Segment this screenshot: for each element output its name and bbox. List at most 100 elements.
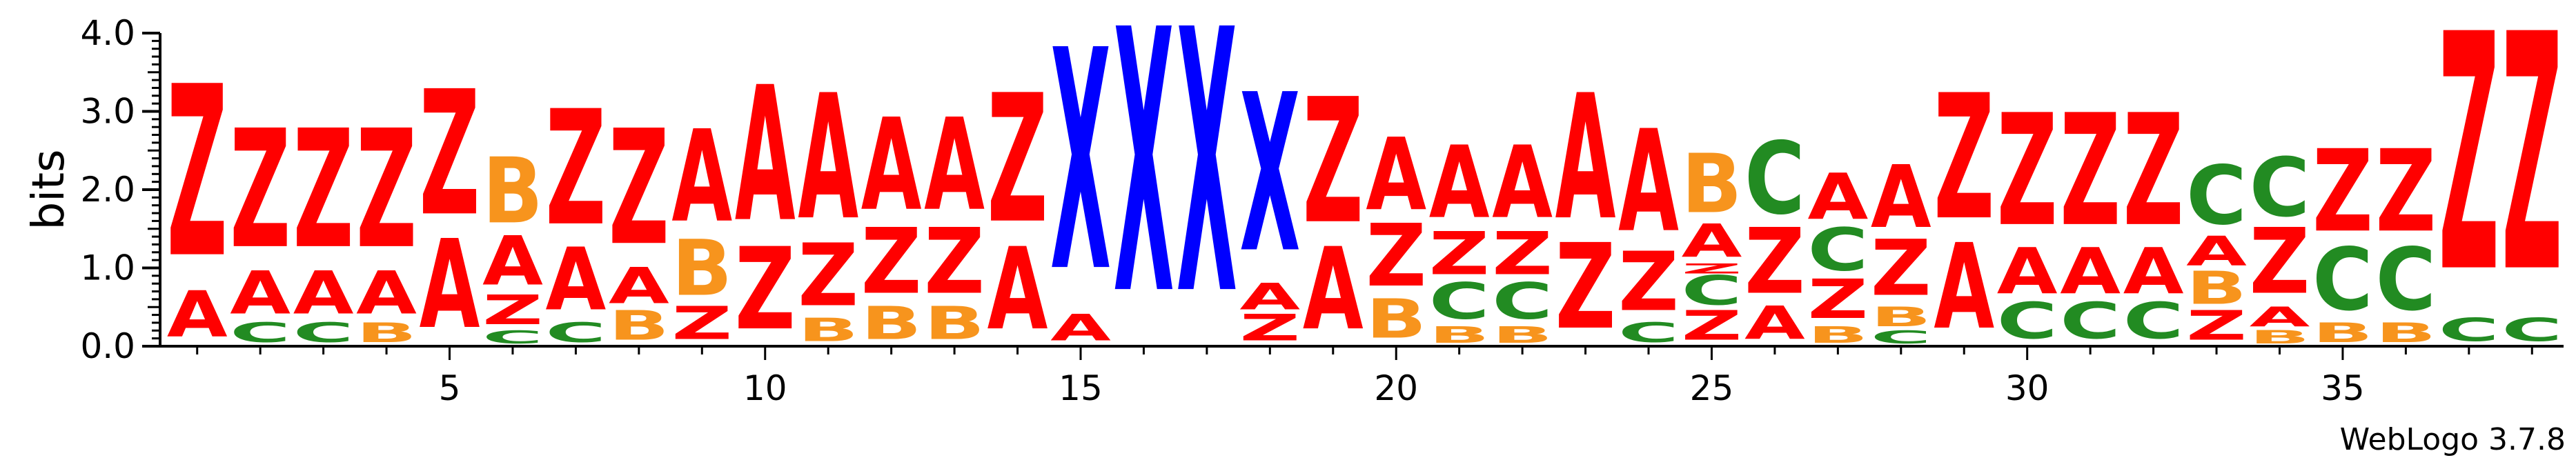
logo-glyph-z: Z <box>1682 261 1742 277</box>
logo-glyph-a: A <box>293 259 354 327</box>
logo-glyph-z: Z <box>1934 59 1994 259</box>
logo-glyph-z: Z <box>1366 206 1426 306</box>
logo-glyph-b: B <box>356 317 417 349</box>
logo-glyph-z: Z <box>671 297 732 350</box>
logo-glyph-b: B <box>1492 321 1553 348</box>
logo-glyph-a: A <box>671 103 732 250</box>
logo-glyph-z: Z <box>230 96 291 285</box>
logo-glyph-z: Z <box>293 96 354 285</box>
logo-glyph-a: A <box>1682 215 1742 268</box>
logo-glyph-z: Z <box>861 209 922 314</box>
logo-glyph-a: A <box>1492 125 1553 241</box>
y-axis-label: bits <box>23 150 75 230</box>
logo-glyph-a: A <box>1934 219 1994 356</box>
logo-glyph-a: A <box>861 91 922 239</box>
logo-glyph-c: C <box>293 317 354 348</box>
logo-glyph-b: B <box>671 223 732 313</box>
logo-glyph-z: Z <box>1871 224 1931 313</box>
y-tick-label: 0.0 <box>80 326 135 366</box>
logo-glyph-a: A <box>924 91 985 239</box>
logo-glyph-z: Z <box>2250 209 2310 314</box>
logo-glyph-a: A <box>735 48 796 263</box>
logo-glyph-a: A <box>2123 235 2184 309</box>
logo-glyph-z: Z <box>546 77 607 261</box>
logo-glyph-b: B <box>1429 321 1490 348</box>
y-tick-label: 4.0 <box>80 13 135 53</box>
logo-glyph-b: B <box>1871 301 1931 333</box>
logo-glyph-b: B <box>2312 317 2373 349</box>
logo-glyph-a: A <box>2250 301 2310 333</box>
logo-glyph-z: Z <box>735 223 796 355</box>
y-tick-label: 1.0 <box>80 248 135 288</box>
axes <box>142 32 2564 360</box>
logo-glyph-c: C <box>1682 267 1742 314</box>
x-tick-label: 35 <box>2321 368 2365 408</box>
logo-glyph-a: A <box>356 259 417 327</box>
logo-glyph-a: A <box>609 258 669 315</box>
logo-glyph-a: A <box>1303 224 1364 356</box>
logo-glyph-x: X <box>1114 0 1174 374</box>
logo-glyph-z: Z <box>987 57 1048 263</box>
logo-glyph-x: X <box>1050 0 1111 339</box>
logo-glyph-a: A <box>2060 235 2121 309</box>
logo-glyph-c: C <box>1618 317 1679 348</box>
logo-glyph-c: C <box>1807 217 1868 284</box>
logo-glyph-z: Z <box>1618 235 1679 330</box>
logo-glyph-c: C <box>230 317 291 348</box>
logo-glyph-c: C <box>2439 312 2499 349</box>
logo-glyph-z: Z <box>1997 83 2058 261</box>
logo-glyph-z: Z <box>1682 303 1742 350</box>
logo-glyph-z: Z <box>2501 0 2562 345</box>
logo-glyph-b: B <box>1807 321 1868 348</box>
logo-glyph-c: C <box>482 327 543 348</box>
logo-glyph-a: A <box>1997 235 2058 309</box>
logo-glyph-b: B <box>798 312 858 348</box>
logo-glyph-b: B <box>1366 288 1426 351</box>
logo-glyph-z: Z <box>1239 307 1300 349</box>
logo-glyph-a: A <box>482 222 543 301</box>
logo-glyph-z: Z <box>482 287 543 334</box>
logo-glyph-z: Z <box>1429 220 1490 288</box>
x-tick-label: 15 <box>1059 368 1103 408</box>
x-tick-label: 10 <box>743 368 787 408</box>
logo-glyph-z: Z <box>167 37 228 310</box>
logo-glyph-z: Z <box>2060 83 2121 261</box>
logo-glyph-c: C <box>1997 292 2058 350</box>
logo-glyph-z: Z <box>609 97 669 281</box>
logo-glyph-z: Z <box>1303 63 1364 263</box>
logo-glyph-z: Z <box>924 209 985 314</box>
logo-glyph-z: Z <box>2312 126 2373 257</box>
logo-glyph-a: A <box>1239 276 1300 318</box>
logo-glyph-z: Z <box>2375 126 2436 257</box>
logo-glyph-c: C <box>2123 292 2184 350</box>
logo-glyph-c: C <box>2186 149 2247 243</box>
logo-glyph-b: B <box>1682 137 1742 232</box>
logo-glyph-b: B <box>2250 326 2310 348</box>
logo-glyph-a: A <box>1366 117 1426 233</box>
logo-glyph-a: A <box>420 214 480 357</box>
logo-glyph-a: A <box>1618 100 1679 263</box>
logo-glyph-a: A <box>987 224 1048 356</box>
logo-glyph-c: C <box>2250 141 2310 236</box>
logo-glyph-x: X <box>1239 48 1300 301</box>
logo-glyph-a: A <box>2186 228 2247 276</box>
x-tick-label: 20 <box>1374 368 1418 408</box>
x-tick-label: 25 <box>1690 368 1734 408</box>
logo-glyph-z: Z <box>2186 303 2247 350</box>
logo-glyph-b: B <box>924 297 985 350</box>
logo-glyph-z: Z <box>1555 219 1616 355</box>
logo-glyph-z: Z <box>798 226 858 326</box>
logo-glyph-c: C <box>1871 327 1931 348</box>
logo-glyph-a: A <box>546 230 607 330</box>
logo-glyph-z: Z <box>1744 209 1805 314</box>
logo-glyph-b: B <box>2375 317 2436 349</box>
logo-glyph-a: A <box>230 259 291 327</box>
logo-glyph-a: A <box>1050 307 1111 349</box>
logo-glyph-z: Z <box>2123 83 2184 261</box>
logo-glyph-b: B <box>609 302 669 350</box>
logo-glyph-z: Z <box>356 96 417 285</box>
weblogo-credit: WebLogo 3.7.8 <box>2340 422 2566 457</box>
x-tick-label: 5 <box>439 368 461 408</box>
logo-glyph-b: B <box>482 139 543 244</box>
